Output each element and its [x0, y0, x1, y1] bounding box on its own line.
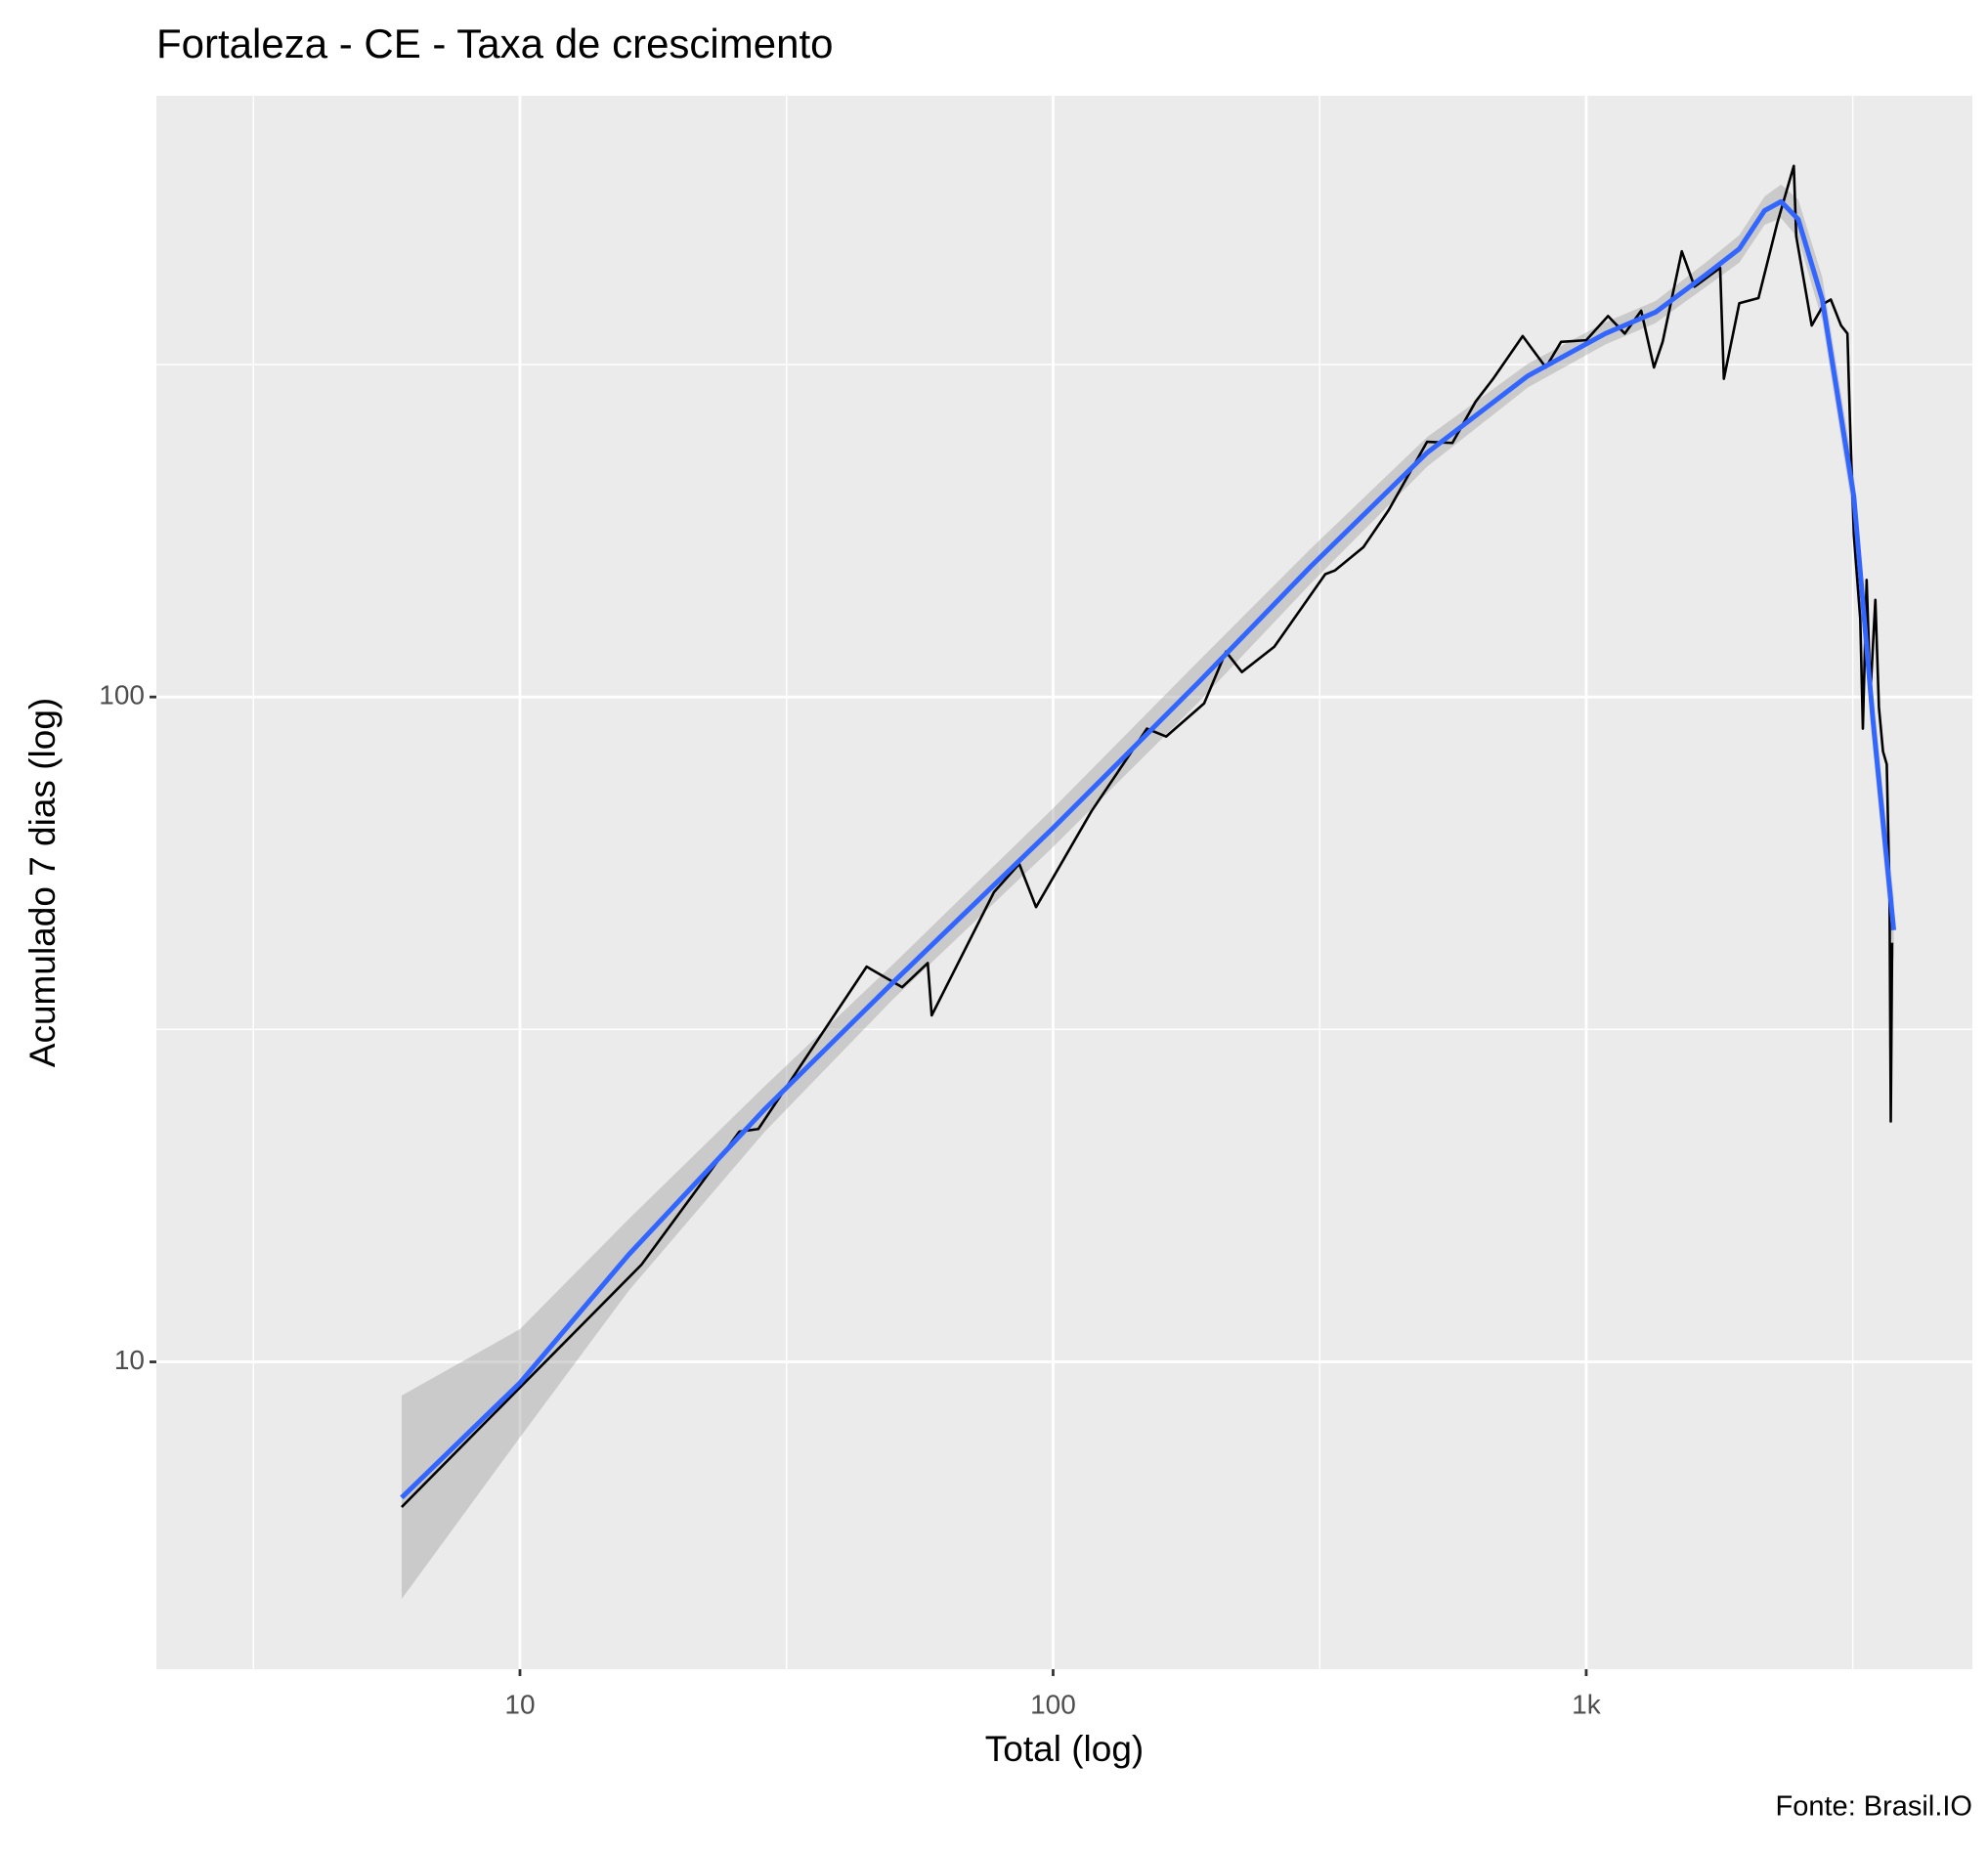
y-tick-label: 10	[114, 1345, 145, 1375]
x-axis-title: Total (log)	[985, 1729, 1144, 1769]
caption: Fonte: Brasil.IO	[1776, 1791, 1972, 1823]
x-tick-label: 1k	[1572, 1689, 1602, 1719]
series-line	[400, 198, 1897, 1500]
panel	[156, 96, 1972, 1669]
y-tick-label: 100	[99, 680, 145, 710]
x-tick-label: 10	[504, 1689, 535, 1719]
series-line	[401, 164, 1894, 1508]
y-axis-title: Acumulado 7 dias (log)	[22, 698, 63, 1067]
x-tick-label: 100	[1030, 1689, 1076, 1719]
chart-title: Fortaleza - CE - Taxa de crescimento	[156, 21, 834, 66]
